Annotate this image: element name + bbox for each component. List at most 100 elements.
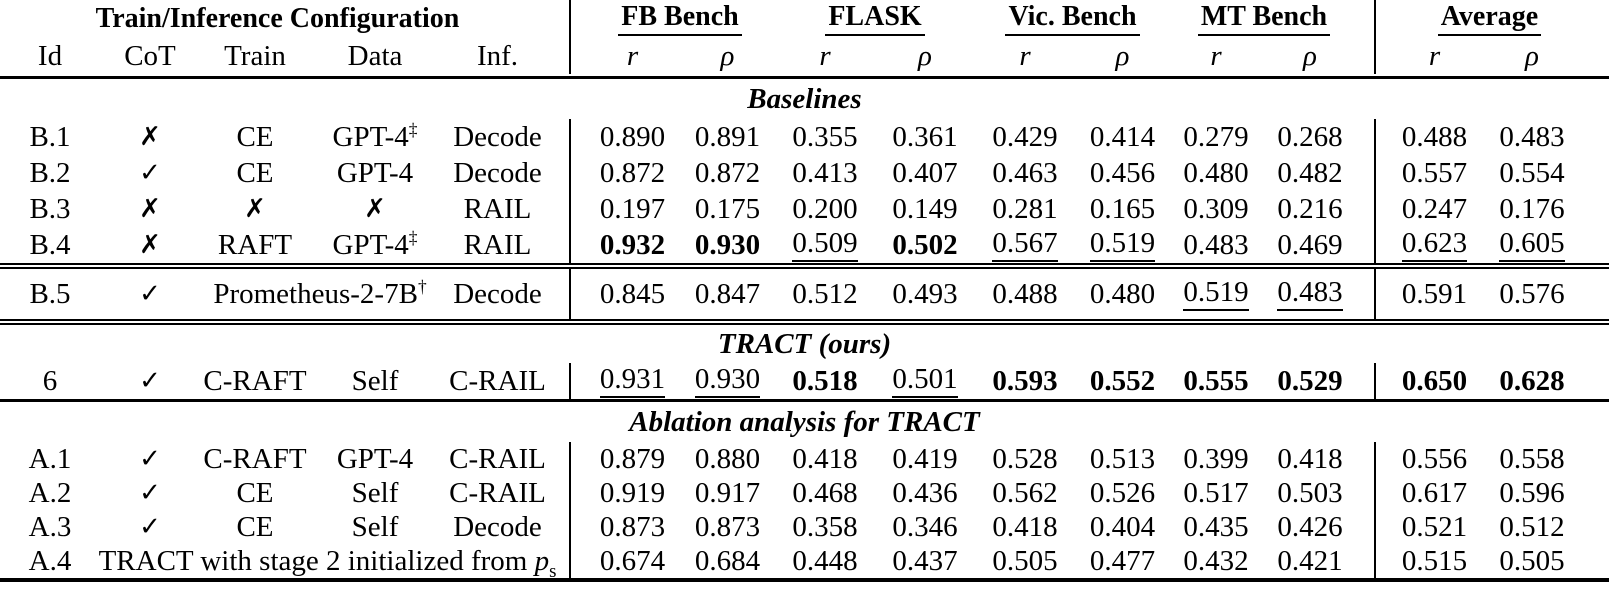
value-cell: 0.650 [1392, 363, 1477, 399]
metric-value: 0.518 [792, 364, 858, 397]
value-cell: 0.623 [1392, 227, 1477, 263]
metric-value: 0.562 [992, 476, 1058, 509]
value-cell: 0.932 [585, 227, 680, 263]
metric-value: 0.437 [892, 544, 958, 577]
value-cell: 0.521 [1392, 510, 1477, 544]
metric-value: 0.175 [694, 192, 761, 225]
value-cell: 0.482 [1262, 155, 1358, 191]
table-row-B.1: B.1 ✗ CE GPT-4‡ Decode 0.890 0.891 0.355 0.361 0.… [0, 119, 1609, 155]
inf-cell: RAIL [440, 191, 555, 227]
value-cell: 0.149 [875, 191, 975, 227]
value-cell: 0.674 [585, 544, 680, 578]
value-cell: 0.628 [1477, 363, 1587, 399]
bottom-rule [0, 578, 1609, 582]
inf-cell: Decode [440, 269, 555, 319]
metric-value: 0.617 [1401, 476, 1468, 509]
value-cell: 0.917 [680, 476, 775, 510]
check-icon: ✓ [139, 512, 161, 542]
col-header-r: r [1392, 38, 1477, 74]
value-cell: 0.526 [1075, 476, 1170, 510]
metric-value: 0.558 [1499, 442, 1565, 475]
value-cell: 0.845 [585, 269, 680, 319]
value-cell: 0.469 [1262, 227, 1358, 263]
col-header-r: r [775, 38, 875, 74]
config-text: C-RAIL [449, 476, 546, 509]
value-cell: 0.576 [1477, 269, 1587, 319]
value-cell: 0.407 [875, 155, 975, 191]
column-separator [1358, 155, 1392, 191]
value-cell: 0.512 [775, 269, 875, 319]
col-header-rho: ρ [1477, 38, 1587, 74]
col-header-train: Train [200, 38, 310, 74]
metric-rho-label: ρ [720, 39, 735, 72]
value-cell: 0.418 [975, 510, 1075, 544]
train-cell: ✗ [200, 191, 310, 227]
config-text: CE [236, 156, 274, 189]
metric-value: 0.436 [892, 476, 958, 509]
row-id: B.5 [29, 277, 71, 310]
cot-cell: ✓ [100, 476, 200, 510]
data-cell: ✗ [310, 191, 440, 227]
column-separator [1358, 0, 1392, 38]
row-id: A.3 [28, 510, 72, 543]
metric-value: 0.432 [1183, 544, 1249, 577]
metric-value: 0.932 [599, 228, 666, 261]
value-cell: 0.165 [1075, 191, 1170, 227]
value-cell: 0.480 [1075, 269, 1170, 319]
value-cell: 0.435 [1170, 510, 1262, 544]
benchmark-header-average: Average [1392, 0, 1587, 38]
metric-value: 0.281 [992, 192, 1058, 225]
config-text: C-RAFT [203, 364, 307, 397]
metric-r-label: r [1428, 39, 1441, 72]
inf-cell: C-RAIL [440, 363, 555, 399]
data-cell: Self [310, 363, 440, 399]
value-cell: 0.873 [680, 510, 775, 544]
config-text: CE [236, 510, 274, 543]
cot-cell: ✓ [100, 155, 200, 191]
metric-value: 0.200 [792, 192, 858, 225]
value-cell: 0.358 [775, 510, 875, 544]
metric-value: 0.456 [1089, 156, 1156, 189]
value-cell: 0.552 [1075, 363, 1170, 399]
value-cell: 0.493 [875, 269, 975, 319]
column-separator [1358, 227, 1392, 263]
value-cell: 0.456 [1075, 155, 1170, 191]
metric-value: 0.165 [1089, 192, 1156, 225]
cot-cell: ✓ [100, 269, 200, 319]
data-cell: GPT-4‡ [310, 227, 440, 263]
row-id: B.1 [29, 120, 71, 153]
metric-value: 0.684 [694, 544, 761, 577]
value-cell: 0.512 [1477, 510, 1587, 544]
metric-value: 0.930 [694, 364, 761, 398]
column-separator [1358, 191, 1392, 227]
metric-value: 0.529 [1277, 364, 1343, 397]
value-cell: 0.488 [975, 269, 1075, 319]
train-cell: CE [200, 155, 310, 191]
metric-value: 0.346 [892, 510, 958, 543]
metric-value: 0.517 [1183, 476, 1249, 509]
value-cell: 0.593 [975, 363, 1075, 399]
check-icon: ✓ [139, 366, 161, 396]
column-separator [555, 476, 585, 510]
value-cell: 0.200 [775, 191, 875, 227]
metric-value: 0.503 [1277, 476, 1343, 509]
metric-value: 0.873 [694, 510, 761, 543]
column-separator [1358, 119, 1392, 155]
value-cell: 0.503 [1262, 476, 1358, 510]
value-cell: 0.436 [875, 476, 975, 510]
section-title: Ablation analysis for TRACT [629, 405, 980, 438]
benchmark-header-fb: FB Bench [585, 0, 775, 38]
metric-value: 0.890 [599, 120, 666, 153]
metric-value: 0.605 [1499, 228, 1565, 262]
table-row-B.4: B.4 ✗ RAFT GPT-4‡ RAIL 0.932 0.930 0.509 0.502 0.… [0, 227, 1609, 263]
metric-r-label: r [819, 39, 831, 72]
metric-value: 0.149 [892, 192, 958, 225]
metric-value: 0.512 [1499, 510, 1565, 543]
metric-value: 0.361 [892, 120, 958, 153]
metric-value: 0.480 [1183, 156, 1249, 189]
train-cell: CE [200, 476, 310, 510]
value-cell: 0.483 [1262, 269, 1358, 319]
value-cell: 0.361 [875, 119, 975, 155]
col-header-label: Train [224, 39, 286, 72]
col-header-cot: CoT [100, 38, 200, 74]
